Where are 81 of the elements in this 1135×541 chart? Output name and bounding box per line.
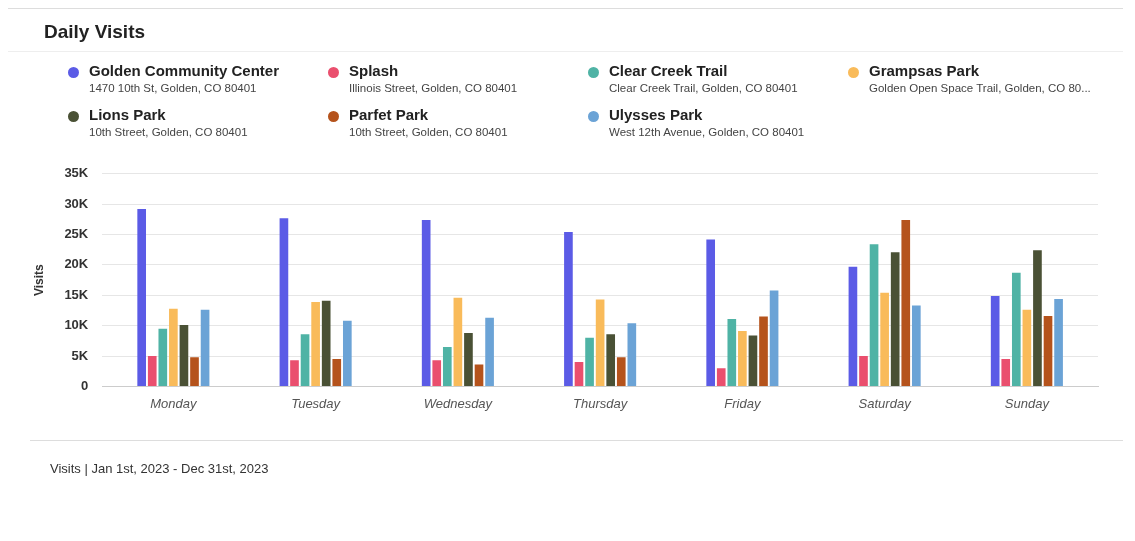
x-tick-label: Wednesday (423, 395, 494, 411)
bar (137, 209, 146, 386)
bar (585, 337, 594, 386)
bar (190, 357, 199, 386)
bar (158, 328, 168, 386)
bar (859, 356, 868, 386)
y-tick-label: 5K (71, 347, 89, 363)
bar (342, 320, 352, 386)
legend-label: Lions Park (89, 106, 167, 123)
text: Clear Creek Trail, Golden, CO 80401 (609, 82, 798, 94)
text: Golden Open Space Trail, Golden, CO 80... (869, 82, 1091, 94)
bar (769, 290, 779, 386)
bar (606, 334, 616, 386)
bar (442, 346, 452, 386)
y-tick-label: 0 (81, 377, 89, 393)
bar (901, 219, 911, 386)
bar (453, 297, 463, 386)
bar (595, 299, 605, 386)
bar (627, 323, 637, 386)
bar (890, 252, 900, 386)
bar (727, 318, 737, 386)
bar (911, 305, 921, 386)
y-tick-label: 15K (64, 286, 89, 302)
bar (1054, 298, 1063, 386)
x-tick-label: Tuesday (291, 395, 342, 411)
bar (990, 295, 1000, 386)
text: West 12th Avenue, Golden, CO 80401 (609, 126, 805, 138)
bar (1001, 359, 1011, 386)
text: 10th Street, Golden, CO 80401 (349, 126, 508, 138)
bar (574, 362, 584, 386)
bar (279, 218, 289, 386)
bar (311, 301, 320, 386)
bar (748, 335, 758, 386)
bar (179, 325, 189, 386)
y-tick-label: 35K (64, 165, 89, 181)
bar (300, 334, 310, 386)
legend-label: Clear Creek Trail (609, 62, 729, 79)
bar (169, 308, 178, 386)
bar (474, 364, 484, 386)
legend-label: Golden Community Center (89, 62, 280, 79)
bar (564, 232, 573, 386)
y-tick-label: 25K (64, 226, 89, 242)
x-tick-label: Saturday (858, 395, 913, 411)
bar (880, 292, 889, 386)
text: Illinois Street, Golden, CO 80401 (349, 82, 518, 94)
bar (147, 356, 157, 386)
x-tick-label: Thursday (573, 395, 629, 411)
bar (738, 331, 747, 386)
bar (200, 309, 210, 386)
bar (869, 244, 879, 386)
legend-label: Splash (349, 62, 400, 79)
y-axis-title: Visits (31, 263, 46, 297)
bar (848, 266, 858, 386)
bar (421, 219, 431, 386)
y-tick-label: 20K (64, 256, 89, 272)
chart-title: Daily Visits (8, 9, 1123, 52)
legend-label: Parfet Park (349, 106, 430, 123)
legend-label: Grampsas Park (869, 62, 981, 79)
y-tick-label: 30K (64, 195, 89, 211)
text: 10th Street, Golden, CO 80401 (89, 126, 248, 138)
bar (706, 239, 716, 386)
text: 1470 10th St, Golden, CO 80401 (89, 82, 258, 94)
legend-label: Ulysses Park (609, 106, 704, 123)
text: Visits | Jan 1st, 2023 - Dec 31st, 2023 (50, 461, 270, 476)
bar (1033, 250, 1042, 386)
bar (290, 360, 299, 386)
bar (1043, 315, 1053, 386)
bar (464, 332, 473, 386)
bar (1022, 309, 1032, 386)
x-tick-label: Sunday (1004, 395, 1051, 411)
y-tick-label: 10K (64, 317, 89, 333)
bar (332, 359, 342, 386)
bar (716, 368, 726, 386)
bar (759, 316, 768, 386)
bar (1011, 272, 1021, 386)
bar (321, 300, 331, 386)
bar (616, 357, 626, 386)
x-tick-label: Friday (724, 395, 762, 411)
bar (432, 360, 442, 386)
bar (485, 317, 494, 386)
x-tick-label: Monday (150, 395, 198, 411)
